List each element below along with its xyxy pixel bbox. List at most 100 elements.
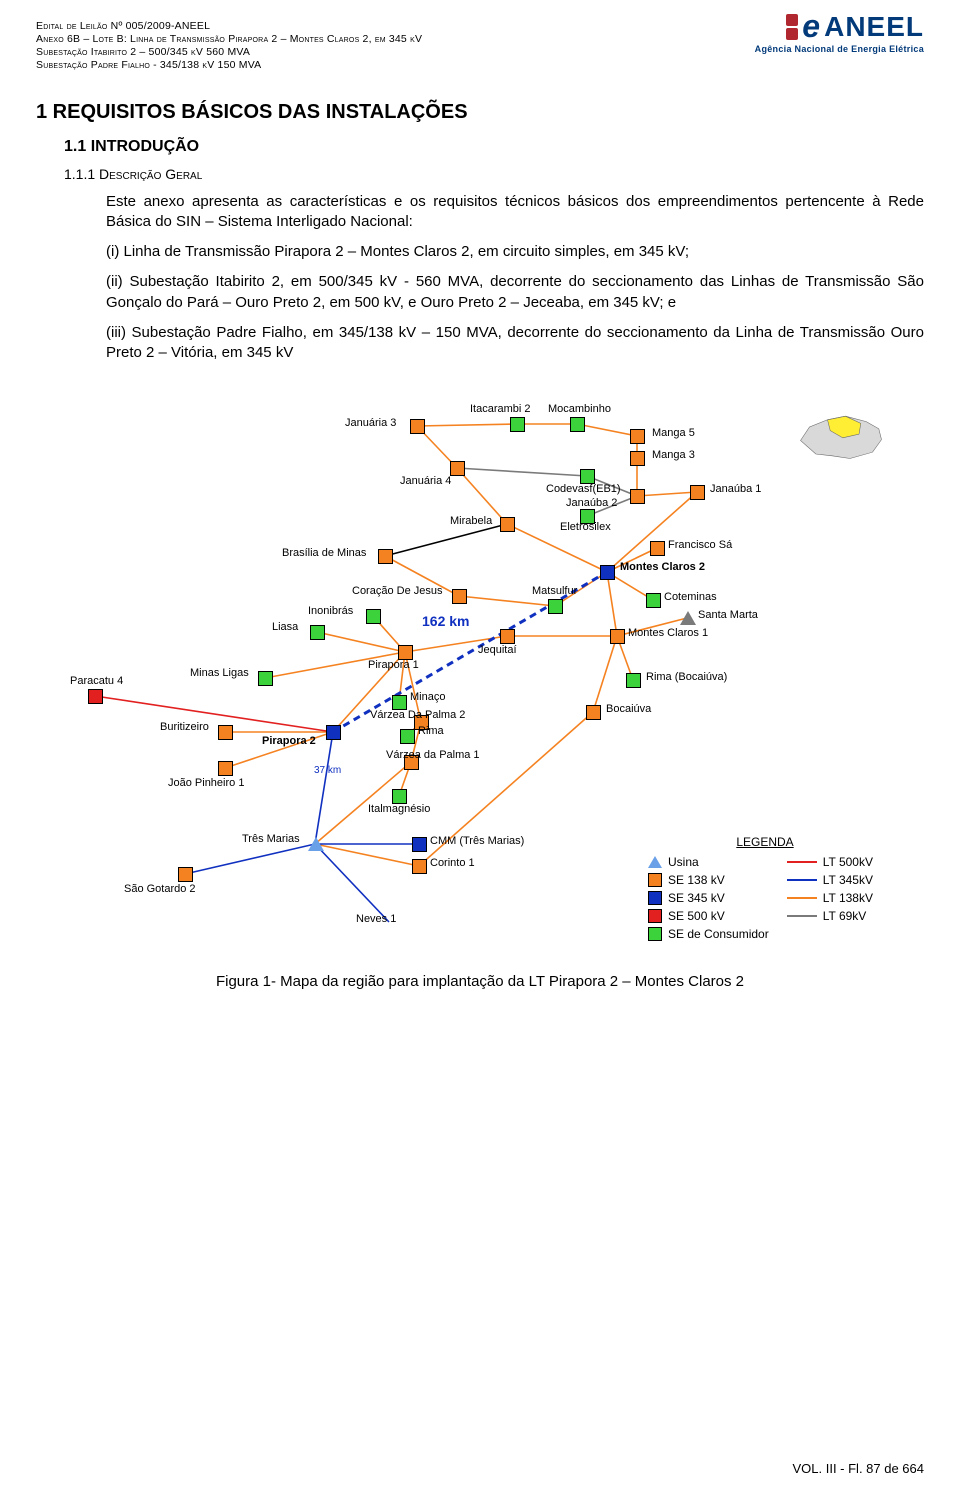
aneel-logo: e ANEEL Agência Nacional de Energia Elét… — [755, 14, 924, 54]
label-januaria4: Januária 4 — [400, 475, 451, 487]
legend-item: LT 69kV — [787, 909, 873, 923]
node-manga3 — [630, 451, 645, 466]
header-line-4: Subestação Padre Fialho - 345/138 kV 150… — [36, 59, 924, 72]
label-buritizeiro: Buritizeiro — [160, 721, 209, 733]
node-mclaros2 — [600, 565, 615, 580]
label-paracatu4: Paracatu 4 — [70, 675, 123, 687]
node-corinto1 — [412, 859, 427, 874]
km-small-label: 37 km — [314, 765, 341, 776]
node-pirapora1 — [398, 645, 413, 660]
legend-title: LEGENDA — [648, 835, 882, 849]
node-saogotardo — [178, 867, 193, 882]
node-francisco — [650, 541, 665, 556]
label-pirapora1: Pirapora 1 — [368, 659, 419, 671]
node-cmm — [412, 837, 427, 852]
label-cmm: CMM (Três Marias) — [430, 835, 524, 847]
paragraph-ii: (ii) Subestação Itabirito 2, em 500/345 … — [106, 272, 924, 313]
label-matsulfur: Matsulfur — [532, 585, 577, 597]
legend-left-col: UsinaSE 138 kVSE 345 kVSE 500 kVSE de Co… — [648, 853, 769, 943]
label-jequitai: Jequitaí — [478, 644, 517, 656]
node-jequitai — [500, 629, 515, 644]
node-santamarta — [680, 611, 696, 625]
label-manga5: Manga 5 — [652, 427, 695, 439]
state-inset-icon — [796, 407, 886, 465]
legend-item: SE de Consumidor — [648, 927, 769, 941]
legend: LEGENDA UsinaSE 138 kVSE 345 kVSE 500 kV… — [640, 829, 890, 949]
label-tresmarias: Três Marias — [242, 833, 300, 845]
legend-right-col: LT 500kV LT 345kV LT 138kV LT 69kV — [787, 853, 873, 943]
node-rima_boc — [626, 673, 641, 688]
node-coteminas — [646, 593, 661, 608]
paragraph-i: (i) Linha de Transmissão Pirapora 2 – Mo… — [106, 242, 924, 262]
network-diagram: 162 km 37 km LEGENDA UsinaSE 138 kVSE 34… — [70, 389, 890, 949]
label-liasa: Liasa — [272, 621, 298, 633]
node-janauba1 — [690, 485, 705, 500]
label-francisco: Francisco Sá — [668, 539, 732, 551]
node-italmag — [392, 789, 407, 804]
label-rima_boc: Rima (Bocaiúva) — [646, 671, 727, 683]
label-varzea1: Várzea da Palma 1 — [386, 749, 480, 761]
legend-item: LT 138kV — [787, 891, 873, 905]
node-matsulfur — [548, 599, 563, 614]
label-minaco: Minaço — [410, 691, 445, 703]
node-minaco — [392, 695, 407, 710]
label-janauba1: Janaúba 1 — [710, 483, 761, 495]
label-eletro: Eletrosilex — [560, 521, 611, 533]
node-jp1 — [218, 761, 233, 776]
label-jp1: João Pinheiro 1 — [168, 777, 244, 789]
label-coteminas: Coteminas — [664, 591, 717, 603]
label-janauba2: Janaúba 2 — [566, 497, 617, 509]
node-buritizeiro — [218, 725, 233, 740]
node-itacar — [510, 417, 525, 432]
logo-subtitle: Agência Nacional de Energia Elétrica — [755, 44, 924, 54]
label-italmag: Italmagnésio — [368, 803, 430, 815]
paragraph-iii: (iii) Subestação Padre Fialho, em 345/13… — [106, 323, 924, 364]
label-neves1: Neves 1 — [356, 913, 396, 925]
label-santamarta: Santa Marta — [698, 609, 758, 621]
label-corinto1: Corinto 1 — [430, 857, 475, 869]
node-janauba2 — [630, 489, 645, 504]
node-coracao — [452, 589, 467, 604]
label-minasligas: Minas Ligas — [190, 667, 249, 679]
label-itacar: Itacarambi 2 — [470, 403, 531, 415]
label-manga3: Manga 3 — [652, 449, 695, 461]
node-codevasf — [580, 469, 595, 484]
logo-mark: e ANEEL — [755, 14, 924, 40]
label-saogotardo: São Gotardo 2 — [124, 883, 196, 895]
node-tresmarias — [308, 837, 324, 851]
logo-dots-icon — [786, 14, 798, 40]
subsubsection-title: 1.1.1 Descrição Geral — [64, 166, 924, 182]
node-bocaiuva — [586, 705, 601, 720]
logo-e-icon: e — [802, 14, 820, 40]
node-paracatu4 — [88, 689, 103, 704]
legend-item: LT 500kV — [787, 855, 873, 869]
label-mocamb: Mocambinho — [548, 403, 611, 415]
label-januaria3: Januária 3 — [345, 417, 396, 429]
legend-item: SE 345 kV — [648, 891, 769, 905]
node-rima — [400, 729, 415, 744]
node-pirapora2 — [326, 725, 341, 740]
label-inonibras: Inonibrás — [308, 605, 353, 617]
km-main-label: 162 km — [422, 613, 469, 629]
subsection-title: 1.1 INTRODUÇÃO — [64, 138, 924, 156]
page-footer: VOL. III - Fl. 87 de 664 — [792, 1461, 924, 1476]
node-mirabela — [500, 517, 515, 532]
label-mclaros2: Montes Claros 2 — [620, 561, 705, 573]
node-januaria3 — [410, 419, 425, 434]
node-mocamb — [570, 417, 585, 432]
label-brasilia: Brasília de Minas — [282, 547, 366, 559]
paragraph-intro: Este anexo apresenta as características … — [106, 192, 924, 233]
node-brasilia — [378, 549, 393, 564]
label-codevasf: Codevasf(EB1) — [546, 483, 621, 495]
label-rima: Rima — [418, 725, 444, 737]
label-mirabela: Mirabela — [450, 515, 492, 527]
section-title: 1 REQUISITOS BÁSICOS DAS INSTALAÇÕES — [36, 101, 924, 124]
node-januaria4 — [450, 461, 465, 476]
label-pirapora2: Pirapora 2 — [262, 735, 316, 747]
figure-caption: Figura 1- Mapa da região para implantaçã… — [36, 973, 924, 990]
label-coracao: Coração De Jesus — [352, 585, 443, 597]
legend-item: LT 345kV — [787, 873, 873, 887]
node-inonibras — [366, 609, 381, 624]
label-bocaiuva: Bocaiúva — [606, 703, 651, 715]
legend-item: SE 500 kV — [648, 909, 769, 923]
